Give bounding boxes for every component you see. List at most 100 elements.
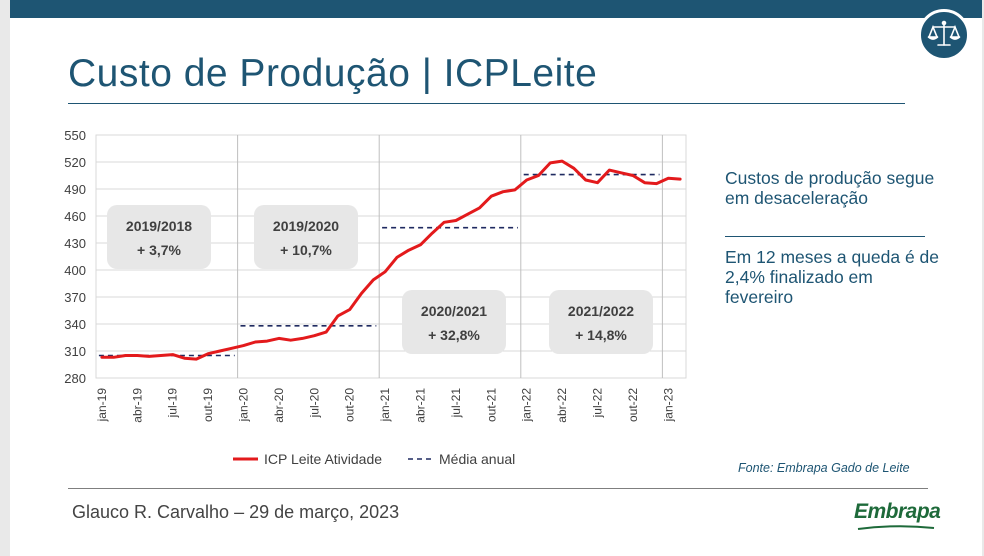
icp-data-point [160, 354, 162, 357]
icp-data-point [620, 172, 622, 174]
icp-data-point [679, 178, 681, 180]
annotation-period: 2019/2018 [126, 218, 192, 234]
annotation-change: + 14,8% [575, 327, 627, 343]
x-tick-label: abr-21 [414, 388, 428, 423]
line-chart: 280 310 340 370 400 430 460 490 520 550 jan-19 abr… [64, 128, 687, 467]
icp-data-point [313, 334, 316, 337]
annotation-period: 2020/2021 [421, 303, 487, 319]
icp-data-point [266, 340, 268, 342]
icp-data-point [419, 244, 422, 246]
page-title: Custo de Produção | ICPLeite [68, 52, 597, 96]
side-separator [725, 236, 925, 237]
icp-data-point [148, 355, 150, 358]
icp-data-point [537, 174, 540, 177]
y-tick-label: 490 [64, 182, 86, 197]
x-axis: jan-19 abr-19 jul-19 out-19 jan-20 abr-20 jul-… [95, 388, 675, 423]
y-tick-label: 310 [64, 344, 86, 359]
source-note: Fonte: Embrapa Gado de Leite [738, 461, 910, 475]
icp-data-point [195, 358, 198, 360]
icp-data-point [514, 189, 516, 191]
icp-data-point [242, 344, 245, 347]
icp-data-point [325, 331, 327, 333]
y-tick-label: 430 [64, 236, 86, 251]
icp-data-point [136, 354, 139, 357]
icp-data-point [443, 221, 445, 224]
legend-label-average: Média anual [439, 451, 515, 467]
title-rule [68, 103, 905, 104]
icp-data-point [632, 174, 634, 177]
x-tick-label: jan-21 [378, 388, 392, 423]
y-axis: 280 310 340 370 400 430 460 490 520 550 [64, 128, 86, 386]
x-tick-label: out-19 [201, 388, 215, 422]
annotation-box [402, 290, 506, 354]
x-tick-label: out-20 [343, 388, 357, 422]
icp-data-point [171, 353, 174, 356]
y-tick-label: 400 [64, 263, 86, 278]
y-tick-label: 550 [64, 128, 86, 143]
icp-data-point [337, 315, 339, 317]
icp-data-point [596, 181, 599, 184]
annotation-box [254, 205, 358, 269]
icp-data-point [655, 182, 658, 185]
x-tick-label: jan-20 [237, 388, 251, 423]
y-tick-label: 370 [64, 290, 86, 305]
grid [95, 134, 687, 379]
icp-data-point [396, 256, 398, 259]
x-tick-label: jan-19 [95, 388, 109, 423]
x-tick-label: out-22 [626, 388, 640, 422]
icp-data-point [478, 207, 481, 209]
x-tick-label: jul-19 [166, 388, 180, 419]
y-tick-label: 520 [64, 155, 86, 170]
annotation-period: 2019/2020 [273, 218, 339, 234]
icp-data-point [525, 179, 528, 181]
icp-data-point [584, 179, 587, 181]
icp-data-point [207, 352, 209, 355]
icp-data-point [384, 271, 386, 273]
x-tick-label: jul-21 [449, 388, 463, 419]
annotation-change: + 10,7% [280, 242, 332, 258]
icp-data-point [101, 356, 103, 359]
icp-data-point [608, 169, 611, 171]
annotation-change: + 32,8% [428, 327, 480, 343]
icp-data-point [431, 232, 434, 234]
icp-data-point [466, 213, 469, 215]
icp-data-point [407, 249, 410, 251]
icp-data-point [112, 356, 115, 359]
icp-data-point [183, 357, 186, 359]
icp-series [100, 159, 682, 361]
icp-data-point [301, 337, 304, 340]
icp-data-point [230, 347, 233, 350]
icp-data-point [124, 354, 127, 357]
icp-data-point [455, 219, 457, 222]
legend-label-icp: ICP Leite Atividade [264, 451, 382, 467]
side-text-trend: Custos de produção segue em desaceleraçã… [725, 168, 935, 208]
side-text-yearly-drop: Em 12 meses a queda é de 2,4% finalizado… [725, 247, 940, 307]
annotation-change: + 3,7% [137, 242, 182, 258]
annotation-box [107, 205, 211, 269]
embrapa-logo: Embrapa [854, 500, 941, 523]
icp-data-point [254, 341, 257, 343]
x-tick-label: jan-23 [661, 388, 675, 423]
y-tick-label: 340 [64, 317, 86, 332]
icp-data-point [360, 292, 363, 295]
top-bar [10, 0, 982, 18]
icp-data-point [561, 160, 563, 162]
annotations: 2019/2018 + 3,7% 2019/2020 + 10,7% 2020/2021… [107, 205, 653, 354]
x-tick-label: out-21 [484, 388, 498, 422]
x-tick-label: jul-20 [307, 388, 321, 419]
y-tick-label: 460 [64, 209, 86, 224]
badge [918, 9, 970, 61]
icp-data-point [643, 181, 646, 184]
icp-data-point [219, 350, 221, 352]
x-tick-label: jan-22 [520, 388, 534, 423]
slide: Custo de Produção | ICPLeite 280 310 340 37… [10, 0, 982, 556]
icp-data-point [573, 167, 575, 170]
icp-data-point [549, 162, 552, 164]
x-tick-label: abr-20 [272, 388, 286, 423]
annotation-period: 2021/2022 [568, 303, 634, 319]
icp-data-point [348, 308, 351, 311]
icp-data-point [490, 195, 493, 197]
icp-data-point [667, 177, 670, 179]
icp-data-point [372, 279, 375, 281]
y-tick-label: 280 [64, 371, 86, 386]
